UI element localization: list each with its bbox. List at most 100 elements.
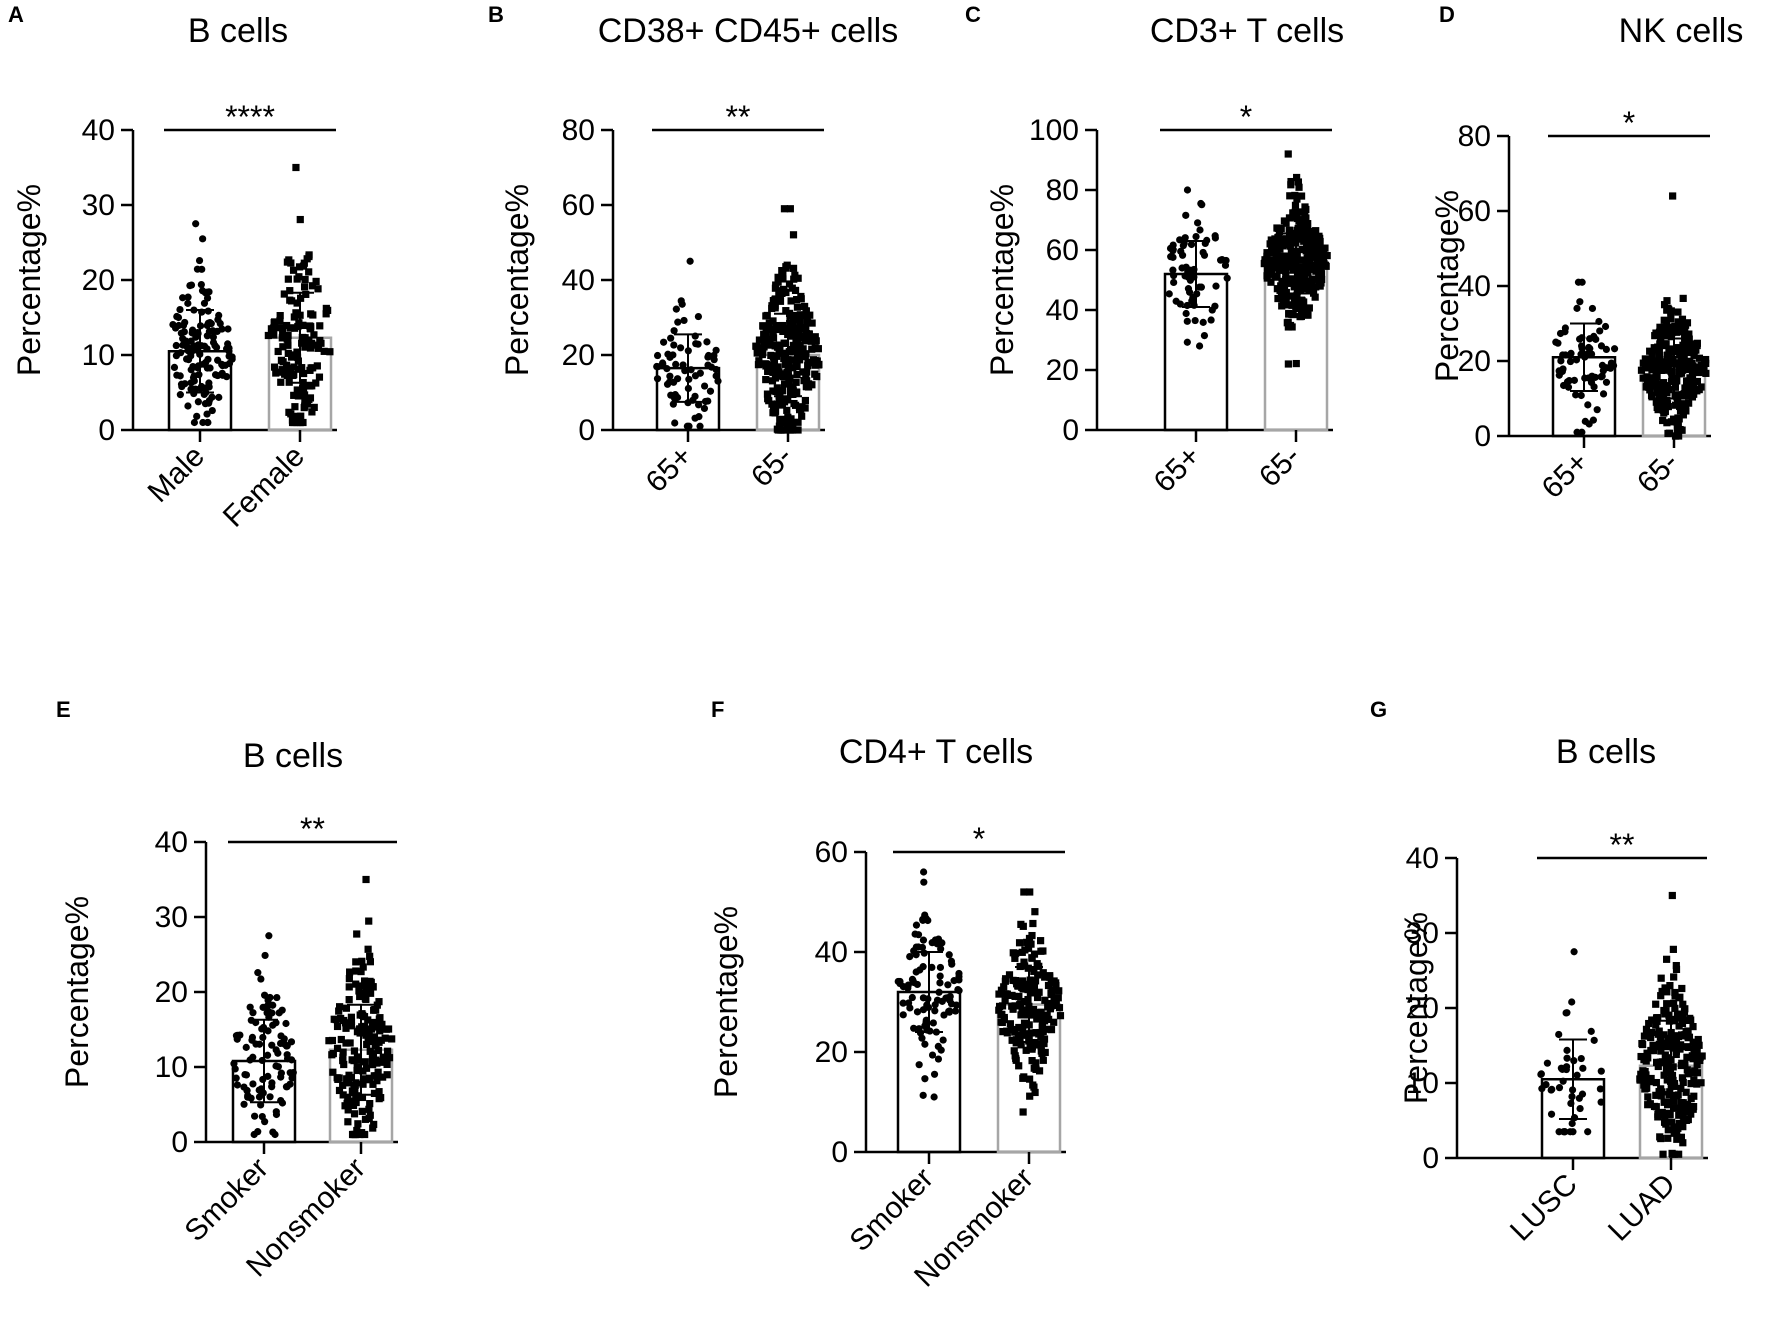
data-point <box>1019 1108 1027 1116</box>
x-category-label: Female <box>217 440 311 534</box>
data-point <box>254 969 262 977</box>
data-point <box>1690 347 1698 356</box>
data-point <box>671 419 679 427</box>
data-point <box>1654 1062 1662 1071</box>
data-point <box>177 349 185 357</box>
data-point <box>1559 1077 1567 1085</box>
data-point <box>789 383 797 391</box>
data-point <box>299 262 308 270</box>
data-point <box>1280 252 1288 260</box>
data-point <box>779 275 787 283</box>
data-point <box>219 362 227 370</box>
data-point <box>802 373 810 381</box>
data-point <box>215 393 223 401</box>
data-point <box>1599 390 1608 398</box>
data-point <box>1702 369 1710 377</box>
data-point <box>1644 1054 1652 1062</box>
data-point <box>1015 993 1023 1001</box>
data-point <box>765 319 773 327</box>
data-point <box>919 936 928 944</box>
data-point <box>694 312 703 321</box>
data-point <box>302 290 310 298</box>
data-point <box>374 1046 383 1055</box>
data-point <box>208 406 216 415</box>
data-point <box>1596 1085 1604 1093</box>
data-point <box>372 1040 380 1049</box>
data-point <box>1669 323 1677 331</box>
data-point <box>356 992 364 1001</box>
data-point <box>1684 1107 1692 1116</box>
data-point <box>1279 295 1288 303</box>
data-point <box>1046 972 1054 980</box>
data-point <box>801 302 809 311</box>
data-point <box>763 325 772 333</box>
data-point <box>1271 273 1279 281</box>
data-point <box>1552 338 1560 346</box>
data-point <box>785 348 793 356</box>
data-point <box>772 387 780 396</box>
data-point <box>1561 1128 1569 1136</box>
data-point <box>189 343 197 352</box>
data-point <box>366 952 374 960</box>
data-point <box>768 302 776 310</box>
data-point <box>787 390 795 399</box>
data-point <box>1658 363 1666 371</box>
data-point <box>1019 1025 1027 1033</box>
data-point <box>344 1118 352 1126</box>
panel-letter: A <box>8 2 24 27</box>
data-point <box>1021 980 1029 988</box>
data-point <box>1028 954 1036 962</box>
data-point <box>1657 1085 1665 1093</box>
data-point <box>337 1014 345 1023</box>
data-point <box>1677 1061 1685 1070</box>
data-point <box>948 960 956 968</box>
significance-label: ** <box>300 811 325 847</box>
data-point <box>298 333 306 342</box>
panel-B: B CD38+ CD45+ cells Percentage% 0 20 40 60 80 65… <box>488 2 898 499</box>
data-point <box>269 1021 277 1029</box>
data-point <box>1026 1092 1034 1100</box>
data-point <box>759 322 767 330</box>
data-point <box>815 360 823 369</box>
data-point <box>1289 213 1297 221</box>
data-point <box>769 330 777 339</box>
data-point <box>908 993 916 1002</box>
data-point <box>283 321 291 330</box>
data-point <box>1642 1025 1651 1033</box>
data-point <box>1610 345 1619 353</box>
data-point <box>205 327 213 336</box>
data-point <box>1032 1059 1040 1067</box>
data-point <box>778 289 786 298</box>
y-tick-label: 40 <box>1458 270 1491 303</box>
data-point <box>999 1028 1007 1036</box>
data-point <box>770 359 779 367</box>
data-point <box>1012 1036 1020 1044</box>
data-point <box>322 304 330 313</box>
data-point <box>1659 1150 1667 1158</box>
data-point <box>314 285 322 293</box>
data-point <box>1660 1031 1668 1039</box>
y-tick-label: 10 <box>155 1051 188 1084</box>
data-point <box>1298 245 1307 254</box>
data-point <box>691 414 699 422</box>
data-point <box>1670 1129 1678 1137</box>
data-point <box>786 374 794 382</box>
data-point <box>687 366 695 374</box>
data-point <box>353 1092 361 1100</box>
data-point <box>1637 366 1646 374</box>
data-point <box>308 408 316 416</box>
data-point <box>1682 321 1690 329</box>
data-point <box>667 391 675 399</box>
y-axis-label: Percentage% <box>59 896 95 1088</box>
data-point <box>1028 1011 1037 1019</box>
data-point <box>1657 992 1665 1000</box>
data-point <box>1272 252 1280 260</box>
data-point <box>1684 1034 1692 1042</box>
data-point <box>1659 406 1667 414</box>
data-point <box>1656 323 1664 331</box>
data-point <box>1669 999 1678 1007</box>
x-category-label: 65- <box>1253 440 1307 494</box>
data-point <box>1654 345 1662 354</box>
data-point <box>314 344 322 352</box>
significance-label: * <box>973 821 985 857</box>
